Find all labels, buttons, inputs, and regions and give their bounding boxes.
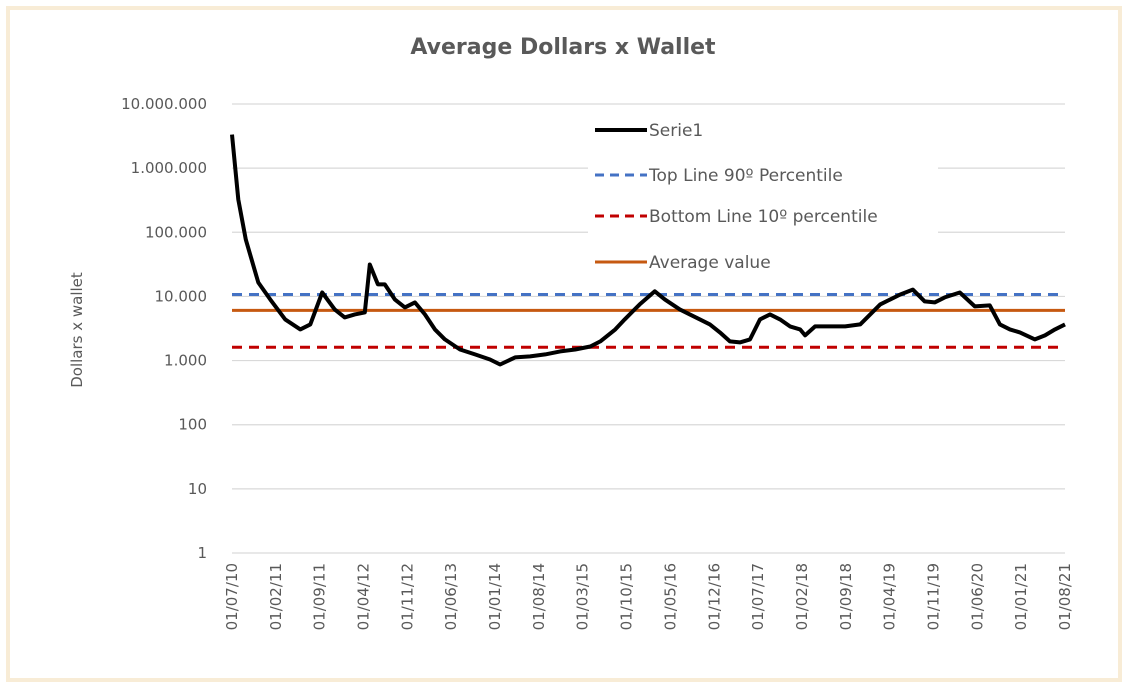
serie1-line: [230, 134, 1066, 367]
y-tick-label: 10.000: [155, 287, 208, 305]
y-tick-label: 100.000: [145, 223, 207, 241]
y-tick-label: 1.000: [164, 352, 207, 370]
x-tick-label: 01/06/13: [442, 563, 460, 630]
legend-background: [588, 112, 938, 280]
x-tick-label: 01/04/12: [355, 563, 373, 630]
x-tick-label: 01/04/19: [881, 563, 899, 630]
x-tick-label: 01/08/21: [1056, 563, 1074, 630]
x-tick-label: 01/02/18: [793, 563, 811, 630]
legend-average-label: Average value: [649, 253, 771, 273]
legend-top-line-label: Top Line 90º Percentile: [648, 166, 843, 186]
x-tick-label: 01/07/10: [223, 563, 241, 630]
x-tick-label: 01/09/18: [837, 563, 855, 630]
x-tick-label: 01/03/15: [574, 563, 592, 630]
y-tick-label: 10.000.000: [121, 95, 207, 113]
x-tick-label: 01/01/14: [486, 563, 504, 630]
x-tick-label: 01/01/21: [1012, 563, 1030, 630]
y-tick-label: 10: [188, 480, 207, 498]
chart-title: Average Dollars x Wallet: [410, 35, 716, 60]
y-tick-label: 100: [178, 416, 207, 434]
y-tick-label: 1: [197, 544, 207, 562]
legend-serie1-label: Serie1: [649, 121, 703, 141]
x-tick-label: 01/06/20: [968, 563, 986, 630]
x-tick-label: 01/11/19: [924, 563, 942, 630]
x-tick-label: 01/12/16: [705, 563, 723, 630]
y-tick-label: 1.000.000: [131, 159, 207, 177]
x-tick-label: 01/07/17: [749, 563, 767, 630]
x-tick-label: 01/09/11: [311, 563, 329, 630]
x-tick-label: 01/05/16: [661, 563, 679, 630]
x-tick-label: 01/11/12: [398, 563, 416, 630]
x-tick-label: 01/10/15: [618, 563, 636, 630]
x-tick-label: 01/08/14: [530, 563, 548, 630]
x-tick-label: 01/02/11: [267, 563, 285, 630]
legend-bottom-line-label: Bottom Line 10º percentile: [649, 207, 878, 227]
y-axis-label: Dollars x wallet: [68, 272, 86, 388]
